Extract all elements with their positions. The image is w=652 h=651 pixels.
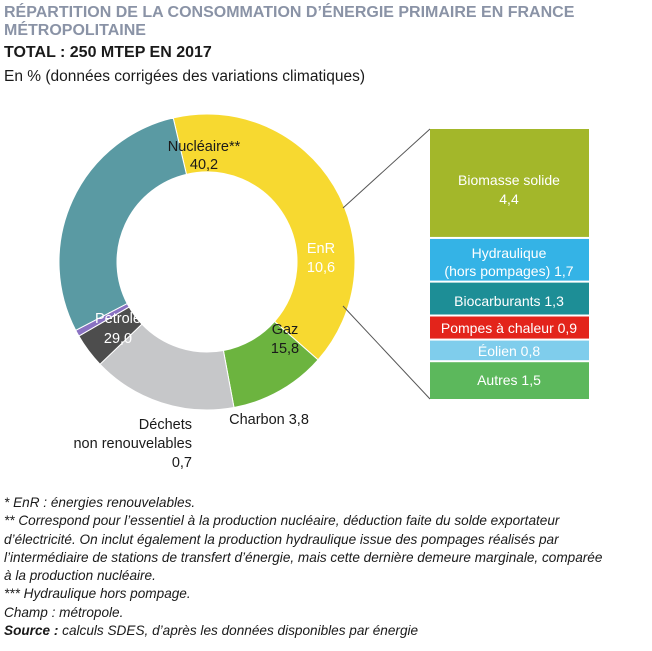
footnote-source: Source : calculs SDES, d’après les donné… bbox=[4, 622, 648, 640]
label-pompes: Pompes à chaleur 0,9 bbox=[441, 320, 577, 336]
breakdown-segment-eolien bbox=[430, 340, 589, 361]
connector-lines bbox=[342, 128, 431, 400]
connector-line-bottom bbox=[342, 305, 431, 400]
label-hydraulique-name: Hydraulique bbox=[472, 245, 547, 261]
label-biocarburants: Biocarburants 1,3 bbox=[454, 293, 564, 309]
donut-slice-petrole bbox=[58, 117, 188, 332]
donut-chart bbox=[58, 113, 356, 411]
label-enr-value: 10,6 bbox=[307, 260, 335, 276]
connector-line-top bbox=[342, 128, 431, 209]
label-petrole-name: Pétrole bbox=[95, 311, 141, 327]
label-gaz-name: Gaz bbox=[272, 322, 299, 338]
breakdown-segment-biomasse bbox=[430, 129, 589, 237]
unit-note: En % (données corrigées des variations c… bbox=[4, 68, 365, 85]
footnote-nucleaire-4: à la production nucléaire. bbox=[4, 568, 156, 584]
label-dechets-value: 0,7 bbox=[172, 455, 192, 471]
label-nucleaire-name: Nucléaire** bbox=[168, 139, 241, 155]
label-dechets-line-1: Déchets bbox=[139, 417, 192, 433]
footnote-nucleaire-1: ** Correspond pour l’essentiel à la prod… bbox=[4, 513, 560, 529]
source-label: Source : bbox=[4, 623, 59, 639]
label-gaz-value: 15,8 bbox=[271, 341, 299, 357]
chart-title-line-2: MÉTROPOLITAINE bbox=[4, 22, 146, 39]
footnote-nucleaire-2: d’électricité. On inclut également la pr… bbox=[4, 531, 559, 547]
label-autres: Autres 1,5 bbox=[477, 372, 541, 388]
footnote-hydraulique: *** Hydraulique hors pompage. bbox=[4, 586, 191, 602]
label-charbon: Charbon 3,8 bbox=[229, 412, 309, 428]
label-petrole-value: 29,0 bbox=[104, 331, 132, 347]
footnotes: * EnR : énergies renouvelables. ** Corre… bbox=[4, 494, 648, 640]
label-eolien: Éolien 0,8 bbox=[478, 343, 540, 359]
label-hydraulique-value: (hors pompages) 1,7 bbox=[444, 263, 573, 279]
energy-chart: Nucléaire** 40,2 EnR 10,6 Gaz 15,8 Pétro… bbox=[58, 113, 589, 471]
chart-title-line-1: RÉPARTITION DE LA CONSOMMATION D’ÉNERGIE… bbox=[4, 4, 575, 21]
footnote-champ: Champ : métropole. bbox=[4, 604, 124, 620]
chart-title: RÉPARTITION DE LA CONSOMMATION D’ÉNERGIE… bbox=[4, 4, 644, 40]
footnote-nucleaire-3: l’intermédiaire de stations de transfert… bbox=[4, 549, 603, 565]
footnote-enr: * EnR : énergies renouvelables. bbox=[4, 495, 196, 510]
label-nucleaire-value: 40,2 bbox=[190, 157, 218, 173]
donut-slice-nucleaire bbox=[172, 113, 356, 361]
label-biomasse-value: 4,4 bbox=[499, 191, 519, 207]
breakdown-segment-pompes bbox=[430, 316, 589, 339]
chart-total: TOTAL : 250 MTEP EN 2017 bbox=[4, 44, 212, 61]
breakdown-segment-autres bbox=[430, 362, 589, 399]
source-text: calculs SDES, d’après les données dispon… bbox=[58, 623, 419, 639]
label-dechets-line-2: non renouvelables bbox=[73, 436, 192, 452]
breakdown-segment-biocarburants bbox=[430, 282, 589, 315]
label-biomasse-name: Biomasse solide bbox=[458, 172, 560, 188]
breakdown-segment-hydraulique bbox=[430, 238, 589, 281]
label-enr-name: EnR bbox=[307, 241, 335, 257]
enr-breakdown-bar bbox=[430, 129, 589, 399]
